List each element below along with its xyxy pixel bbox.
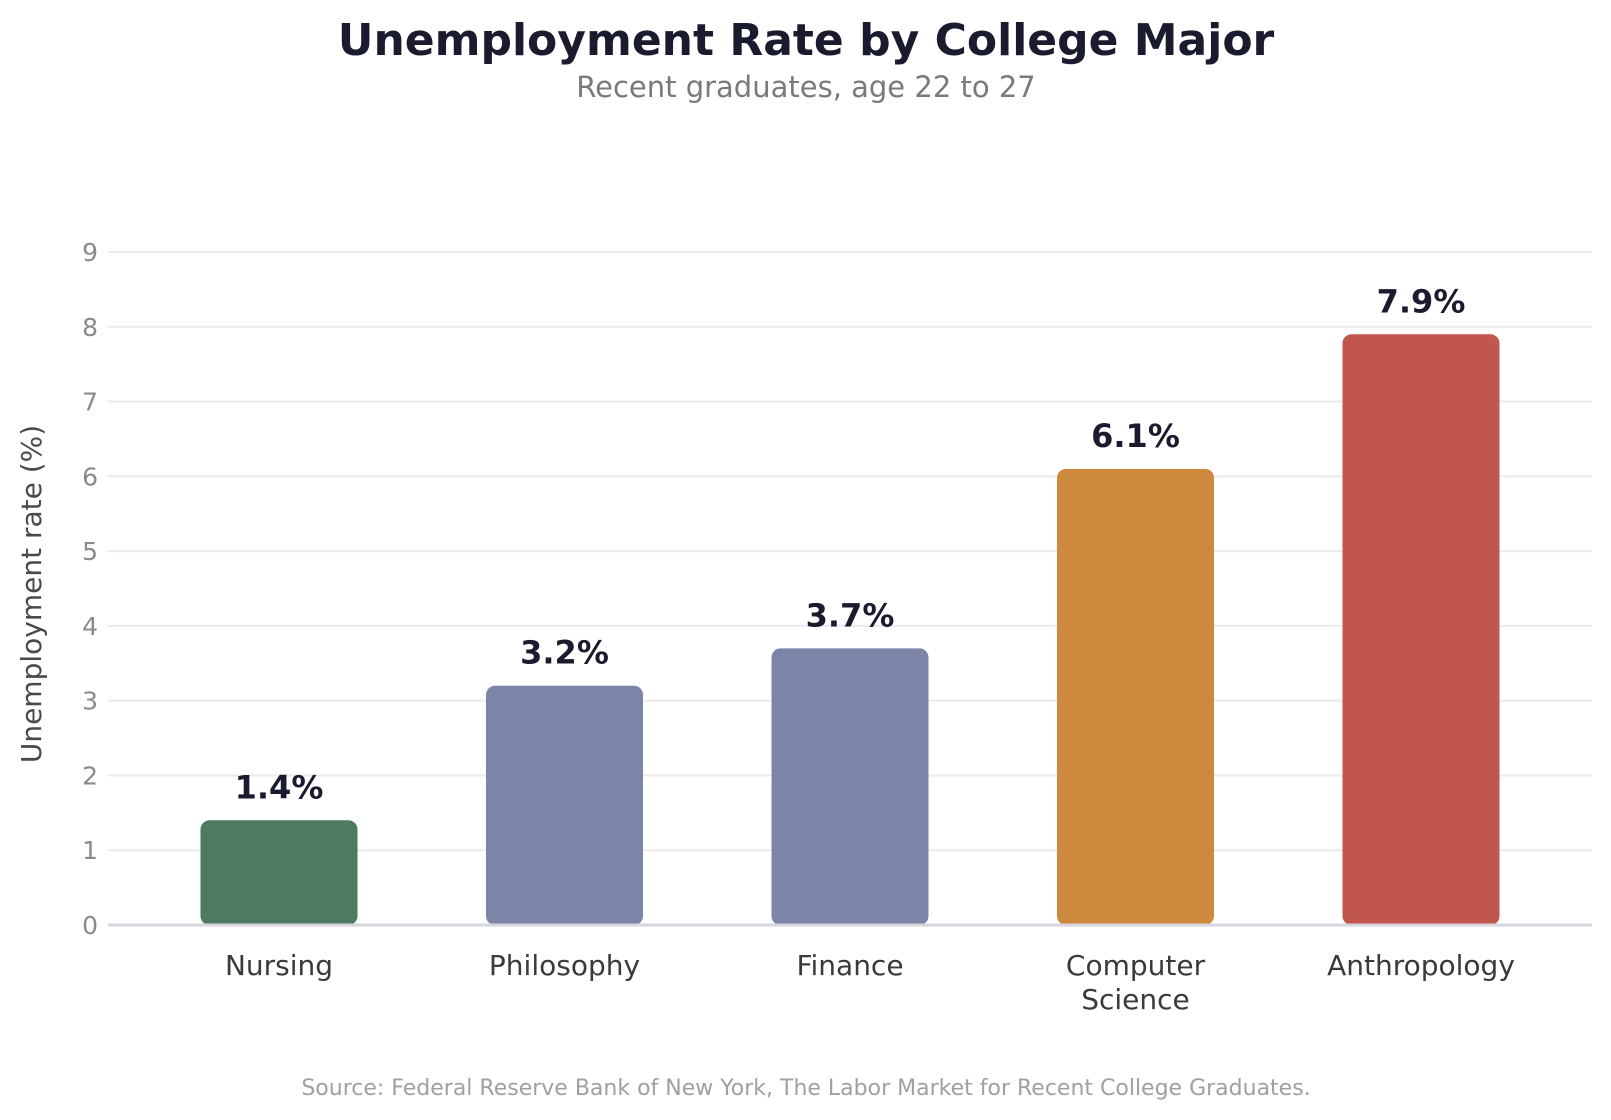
bar-philosophy <box>486 685 643 925</box>
y-tick-label: 6 <box>82 462 98 491</box>
data-labels: 1.4% 3.2% 3.7% 6.1% 7.9% <box>235 282 1466 806</box>
y-tick-label: 1 <box>82 836 98 865</box>
y-tick-label: 5 <box>82 537 98 566</box>
bar-anthropology <box>1342 334 1500 925</box>
x-tick-label: Anthropology <box>1327 949 1515 982</box>
data-label: 3.2% <box>520 634 609 672</box>
y-tick-label: 8 <box>82 313 98 342</box>
y-tick-label: 7 <box>82 388 98 417</box>
y-tick-label: 9 <box>82 238 98 267</box>
source-note: Source: Federal Reserve Bank of New York… <box>301 1076 1310 1101</box>
data-label: 3.7% <box>806 596 895 634</box>
bar-nursing <box>200 820 358 925</box>
bar-computer-science <box>1057 468 1214 925</box>
data-label: 6.1% <box>1091 417 1180 455</box>
bars <box>200 334 1500 925</box>
x-tick-label: Finance <box>796 949 903 982</box>
chart-subtitle: Recent graduates, age 22 to 27 <box>576 70 1035 104</box>
y-axis-ticks: 0 1 2 3 4 5 6 7 8 9 <box>82 238 98 940</box>
x-axis-ticks: Nursing Philosophy Finance Computer Science A… <box>225 949 1515 1016</box>
y-tick-label: 0 <box>82 911 98 940</box>
x-tick-label: Computer Science <box>1066 949 1206 1016</box>
y-tick-label: 3 <box>82 687 98 716</box>
bar-finance <box>771 648 929 925</box>
x-tick-label: Philosophy <box>489 949 640 982</box>
y-tick-label: 4 <box>82 612 98 641</box>
y-tick-label: 2 <box>82 761 98 790</box>
data-label: 1.4% <box>235 768 324 806</box>
data-label: 7.9% <box>1377 282 1466 320</box>
x-tick-label: Nursing <box>225 949 333 982</box>
chart-title: Unemployment Rate by College Major <box>338 15 1275 66</box>
y-axis-label: Unemployment rate (%) <box>15 425 48 763</box>
